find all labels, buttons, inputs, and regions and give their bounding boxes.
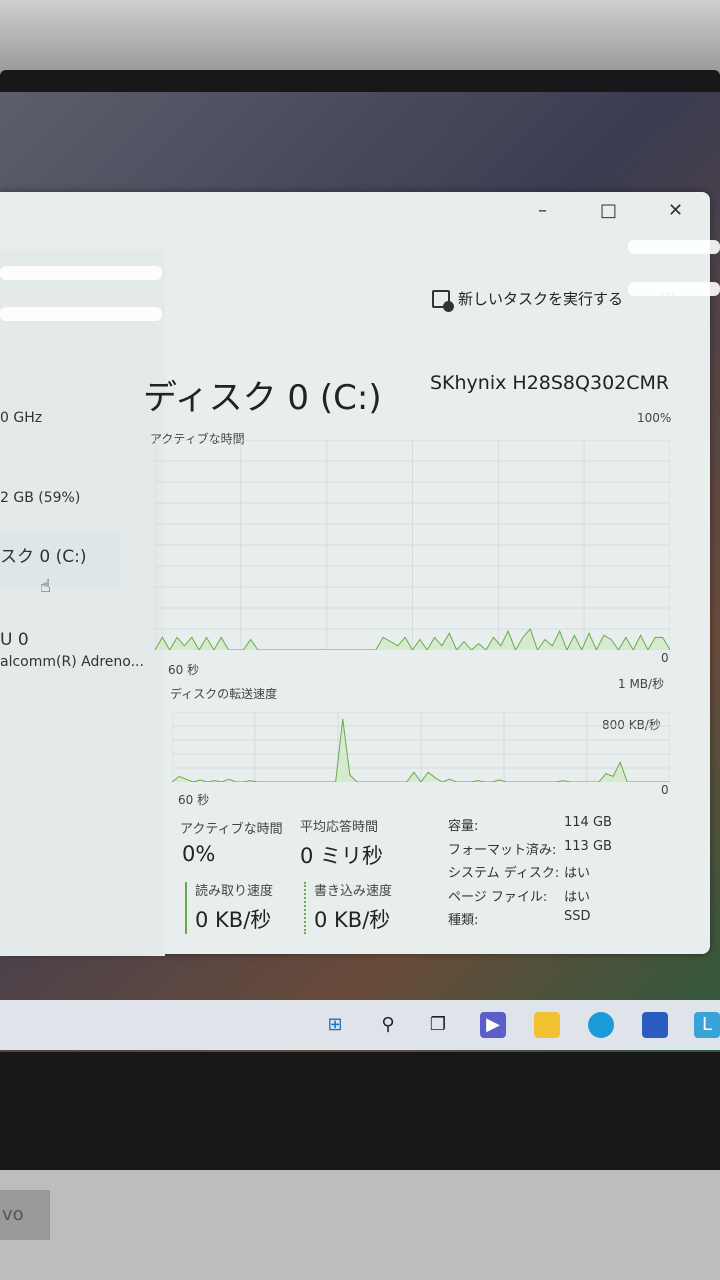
file-explorer-icon[interactable] bbox=[534, 1012, 560, 1038]
series-area bbox=[172, 719, 670, 782]
glare bbox=[0, 307, 162, 321]
property-label: システム ディスク: bbox=[448, 866, 560, 881]
chart-x-label: 60 秒 bbox=[168, 663, 200, 677]
write-speed-value: 0 KB/秒 bbox=[314, 908, 391, 932]
task-view-icon[interactable]: ❐ bbox=[429, 1014, 447, 1035]
property-label: 容量: bbox=[448, 819, 479, 834]
glare bbox=[0, 266, 162, 280]
maximize-button[interactable]: □ bbox=[600, 200, 618, 221]
new-task-icon bbox=[432, 289, 454, 312]
glare bbox=[628, 240, 720, 254]
sidebar-item-memory[interactable]: 2 GB (59%) bbox=[0, 490, 81, 506]
chart-min-label: 0 bbox=[661, 783, 669, 797]
new-task-label: 新しいタスクを実行する bbox=[458, 290, 624, 308]
sidebar-item-gpu[interactable]: U 0 bbox=[0, 630, 29, 650]
property-value: 113 GB bbox=[564, 838, 612, 854]
read-speed-label: 読み取り速度 bbox=[195, 884, 274, 899]
property-value: 114 GB bbox=[564, 815, 612, 830]
chart-x-label: 60 秒 bbox=[178, 793, 210, 807]
property-value: SSD bbox=[564, 909, 591, 924]
hand-cursor-icon: ☝ bbox=[40, 576, 51, 597]
store-icon[interactable] bbox=[642, 1012, 668, 1038]
active-time-chart bbox=[155, 440, 670, 650]
write-legend-line bbox=[304, 882, 306, 934]
sidebar-item-gpu-name: alcomm(R) Adreno... bbox=[0, 654, 144, 670]
sidebar-item-cpu[interactable]: 0 GHz bbox=[0, 410, 43, 426]
search-icon[interactable]: ⚲ bbox=[381, 1014, 395, 1035]
close-button[interactable]: ✕ bbox=[668, 200, 684, 221]
brand-logo: vo bbox=[0, 1190, 50, 1240]
chart-min-label: 0 bbox=[661, 651, 669, 665]
property-label: フォーマット済み: bbox=[448, 842, 557, 858]
minimize-button[interactable]: – bbox=[538, 200, 547, 221]
transfer-rate-chart bbox=[172, 712, 670, 782]
sidebar-item-disk-selected[interactable] bbox=[0, 530, 120, 588]
chart-max-label: 100% bbox=[637, 411, 672, 425]
write-speed-label: 書き込み速度 bbox=[314, 884, 393, 899]
sidebar bbox=[0, 250, 165, 956]
disk-model: SKhynix H28S8Q302CMR bbox=[430, 372, 670, 394]
app-icon[interactable]: L bbox=[694, 1012, 720, 1038]
active-time-value: 0% bbox=[182, 842, 216, 866]
read-speed-value: 0 KB/秒 bbox=[195, 908, 272, 932]
chart-title: アクティブな時間 bbox=[150, 432, 245, 446]
property-label: ページ ファイル: bbox=[448, 889, 548, 905]
glare bbox=[628, 282, 720, 296]
edge-icon[interactable] bbox=[588, 1012, 614, 1038]
series-line bbox=[172, 718, 670, 782]
response-time-label: 平均応答時間 bbox=[300, 820, 379, 835]
read-legend-line bbox=[185, 882, 187, 934]
property-value: はい bbox=[564, 889, 591, 905]
property-label: 種類: bbox=[448, 913, 479, 928]
teams-icon[interactable]: ▶ bbox=[480, 1012, 506, 1038]
start-icon[interactable]: ⊞ bbox=[327, 1014, 343, 1035]
active-time-label: アクティブな時間 bbox=[180, 822, 283, 837]
chart-title: ディスクの転送速度 bbox=[170, 687, 278, 701]
series-line bbox=[155, 628, 670, 650]
page-title: ディスク 0 (C:) bbox=[143, 378, 382, 418]
sidebar-item-disk[interactable]: スク 0 (C:) bbox=[0, 547, 87, 567]
chart-second-label: 800 KB/秒 bbox=[602, 718, 661, 732]
laptop-body bbox=[0, 1170, 720, 1280]
chart-max-label: 1 MB/秒 bbox=[618, 677, 665, 691]
new-task-button[interactable]: 新しいタスクを実行する bbox=[432, 288, 624, 312]
property-value: はい bbox=[564, 866, 591, 881]
response-time-value: 0 ミリ秒 bbox=[300, 844, 384, 868]
